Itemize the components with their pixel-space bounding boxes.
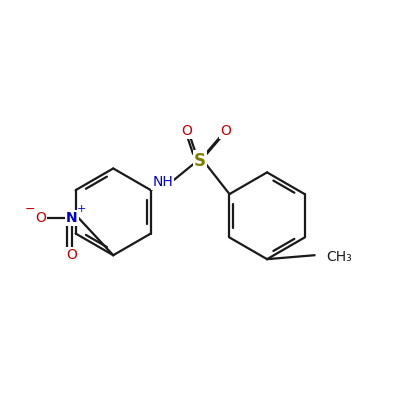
Text: O: O (220, 124, 231, 138)
Text: O: O (181, 124, 192, 138)
Text: O: O (35, 211, 46, 225)
Text: N: N (66, 211, 78, 225)
Text: +: + (77, 204, 86, 214)
Text: CH₃: CH₃ (326, 250, 352, 264)
Text: S: S (194, 152, 206, 170)
Text: NH: NH (152, 175, 173, 189)
Text: −: − (25, 202, 35, 216)
Text: O: O (66, 248, 77, 262)
